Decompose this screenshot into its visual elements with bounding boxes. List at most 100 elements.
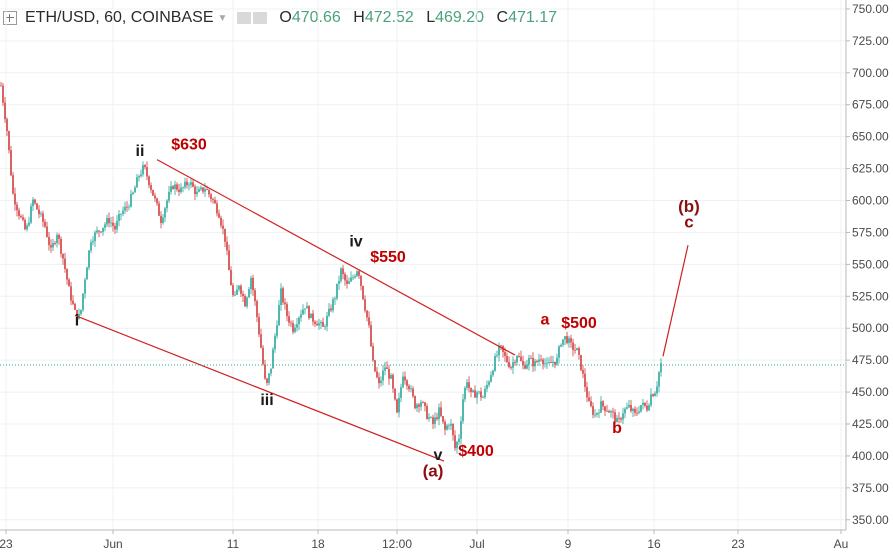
candle-body xyxy=(414,396,416,409)
candle-body xyxy=(578,348,580,355)
candle-body xyxy=(22,217,24,220)
candle-body xyxy=(624,408,626,414)
low-value: 469.20 xyxy=(435,9,485,26)
y-tick-label: 625.00 xyxy=(852,162,889,176)
candle-body xyxy=(202,187,204,192)
candle-body xyxy=(476,392,478,398)
candle-body xyxy=(386,367,388,369)
open-label: O xyxy=(279,9,292,26)
candle-body xyxy=(246,297,248,307)
candle-body xyxy=(96,230,98,233)
candle-body xyxy=(210,194,212,200)
candle-body xyxy=(164,208,166,218)
wave-label: iii xyxy=(260,392,273,409)
candle-body xyxy=(432,417,434,424)
candle-body xyxy=(656,386,658,394)
candle-body xyxy=(160,215,162,223)
candle-body xyxy=(198,189,200,192)
candle-body xyxy=(48,236,50,246)
candle-body xyxy=(140,174,142,176)
candle-body xyxy=(308,306,310,319)
wave-label: v xyxy=(434,447,443,464)
hide-series-icon[interactable] xyxy=(253,12,268,24)
x-tick-label: 23 xyxy=(0,537,13,551)
candle-body xyxy=(424,402,426,407)
open-value: 470.66 xyxy=(291,9,341,26)
candle-body xyxy=(598,412,600,414)
candle-body xyxy=(544,363,546,365)
candle-body xyxy=(530,358,532,359)
candle-body xyxy=(180,187,182,193)
candle-body xyxy=(604,406,606,411)
x-tick-label: 11 xyxy=(227,537,240,551)
candle-body xyxy=(320,322,322,324)
candle-body xyxy=(528,358,530,365)
candle-body xyxy=(438,407,440,420)
candle-body xyxy=(138,175,140,178)
candle-body xyxy=(172,186,174,189)
candle-body xyxy=(608,410,610,413)
wave-label: a xyxy=(541,311,550,328)
candle-body xyxy=(56,234,58,244)
candle-body xyxy=(120,213,122,215)
add-indicator-icon[interactable] xyxy=(3,11,17,25)
wave-label: i xyxy=(75,313,79,330)
candle-body xyxy=(278,304,280,326)
high-label: H xyxy=(353,9,365,26)
candle-body xyxy=(334,298,336,300)
candle-body xyxy=(14,193,16,205)
candle-body xyxy=(312,313,314,322)
candle-body xyxy=(364,299,366,311)
candle-body xyxy=(304,308,306,310)
candle-body xyxy=(306,306,308,309)
candle-body xyxy=(458,438,460,442)
y-tick-label: 475.00 xyxy=(852,353,889,367)
candle-body xyxy=(68,279,70,287)
candle-body xyxy=(352,277,354,279)
settings-icon[interactable] xyxy=(237,12,252,24)
candle-body xyxy=(566,336,568,343)
candle-body xyxy=(498,345,500,356)
candle-body xyxy=(626,407,628,409)
candle-body xyxy=(222,225,224,229)
candle-body xyxy=(514,362,516,363)
candle-body xyxy=(606,410,608,412)
symbol-title[interactable]: ETH/USD, 60, COINBASE xyxy=(25,9,214,26)
ohlc-values: O470.66 H472.52 L469.20 C471.17 xyxy=(279,9,565,27)
wave-label: $400 xyxy=(458,443,494,460)
candle-body xyxy=(200,187,202,190)
candle-body xyxy=(148,176,150,186)
candle-body xyxy=(130,193,132,207)
candle-body xyxy=(322,322,324,327)
candle-body xyxy=(294,327,296,332)
y-tick-label: 550.00 xyxy=(852,257,889,271)
candle-body xyxy=(374,360,376,372)
candle-body xyxy=(618,417,620,419)
candle-body xyxy=(396,399,398,413)
candle-body xyxy=(442,416,444,422)
candle-body xyxy=(284,302,286,305)
candle-body xyxy=(328,308,330,316)
candle-body xyxy=(58,234,60,239)
candle-body xyxy=(630,404,632,411)
candle-body xyxy=(610,411,612,413)
y-tick-label: 675.00 xyxy=(852,98,889,112)
candle-body xyxy=(276,325,278,336)
candle-body xyxy=(368,317,370,326)
candle-body xyxy=(232,285,234,296)
candle-body xyxy=(484,388,486,398)
candle-body xyxy=(540,359,542,361)
candle-body xyxy=(274,335,276,350)
chevron-down-icon[interactable]: ▼ xyxy=(217,12,228,24)
candle-body xyxy=(234,294,236,296)
grid xyxy=(0,0,846,530)
candle-body xyxy=(324,326,326,328)
high-value: 472.52 xyxy=(364,9,414,26)
candle-body xyxy=(642,402,644,406)
candle-body xyxy=(206,189,208,190)
candle-body xyxy=(416,404,418,409)
candle-body xyxy=(134,187,136,193)
candle-body xyxy=(142,165,144,175)
candle-body xyxy=(410,388,412,390)
